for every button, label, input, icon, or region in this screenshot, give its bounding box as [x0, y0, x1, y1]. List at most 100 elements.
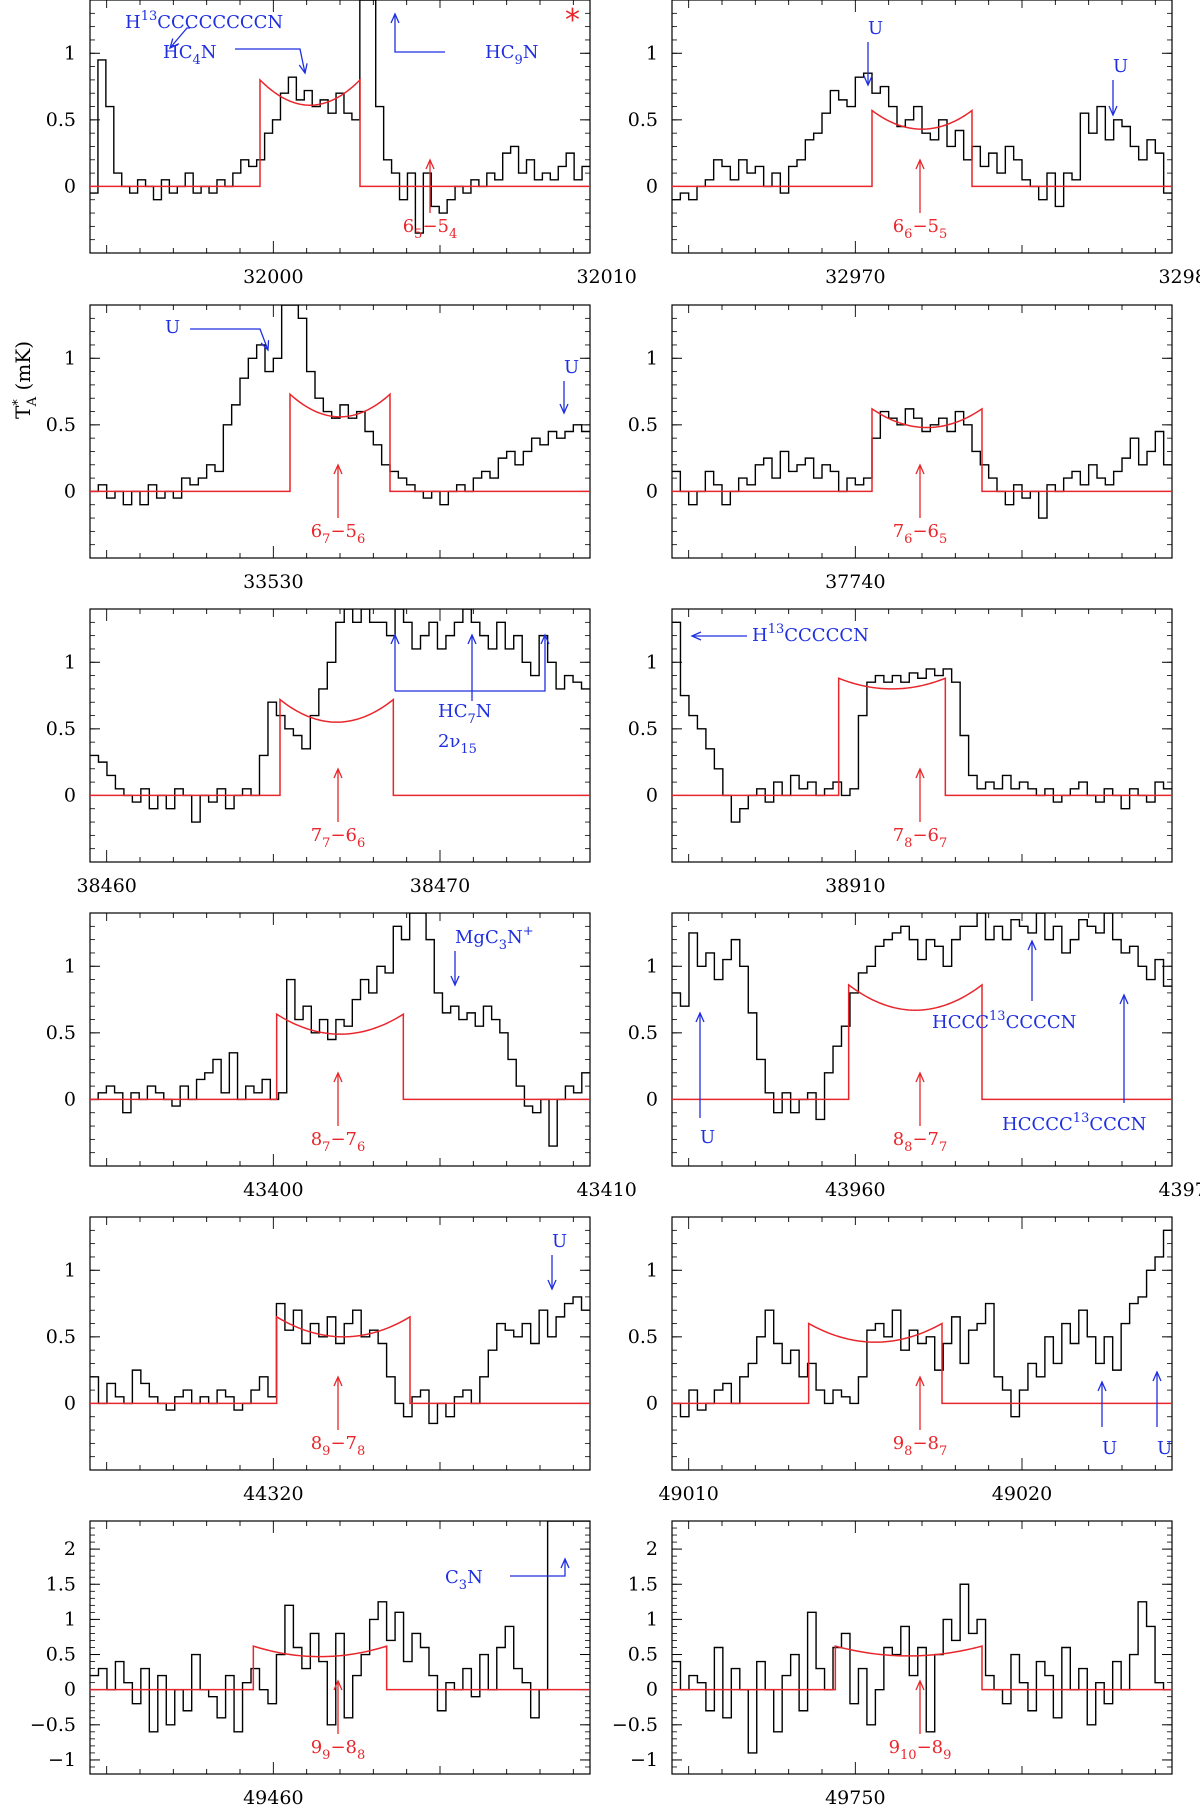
arrowhead — [547, 1279, 557, 1291]
model-fit — [90, 1012, 590, 1101]
panel-7_6-6_5: 0 0.5 1 37740 76−65 — [628, 304, 1173, 593]
observed-spectrum — [672, 1583, 1172, 1754]
plot-area — [672, 407, 1172, 519]
plot-area — [672, 1583, 1172, 1754]
y-tick-label: −1 — [630, 1749, 658, 1771]
x-tick-label: 37740 — [825, 571, 885, 593]
line-annotation: U — [552, 1231, 567, 1252]
panel-7_8-6_7: 0 0.5 1 38910 78−67 H13CCCCCN — [628, 608, 1173, 897]
line-annotation: H13CCCCCCCCN — [125, 9, 283, 33]
y-tick-label: 0 — [64, 480, 76, 502]
panel-6_5-5_4: 0 0.5 1 32000 32010 65−54 H13CCCCCCCCN HC4N HC9N… — [46, 0, 637, 288]
y-tick-label: 0.5 — [628, 1644, 658, 1666]
arrowhead — [450, 975, 460, 987]
x-tick-label: 44320 — [243, 1483, 303, 1505]
observed-spectrum — [90, 913, 590, 1147]
arrowhead — [1097, 1380, 1107, 1392]
x-tick-label: 43410 — [576, 1179, 636, 1201]
observed-spectrum — [90, 1296, 590, 1425]
y-tick-label: 1 — [646, 1608, 658, 1630]
y-tick-label: −0.5 — [612, 1714, 658, 1736]
arrowhead — [425, 158, 435, 170]
panel-9_9-8_8: −1 −0.5 0 0.5 1 1.5 2 49460 99−88 C3N — [30, 1520, 591, 1808]
line-annotation: U — [700, 1127, 715, 1148]
transition-label: 88−77 — [893, 1129, 948, 1155]
panel-8_7-7_6: 0 0.5 1 43400 43410 87−76 MgC3N+ — [46, 912, 637, 1201]
plot-area — [90, 305, 590, 506]
x-tick-label: 43970 — [1158, 1179, 1200, 1201]
hc7n-fork — [390, 633, 550, 701]
panel-6_6-5_5: 0 0.5 1 32970 32980 66−55 U U — [628, 0, 1200, 288]
arrowhead — [390, 12, 400, 24]
panel-8_9-7_8: 0 0.5 1 44320 89−78 U — [46, 1216, 591, 1505]
y-tick-label: 0 — [64, 1088, 76, 1110]
observed-spectrum — [672, 913, 1172, 1121]
y-tick-label: 0 — [64, 1392, 76, 1414]
line-annotation: HC9N — [485, 42, 539, 68]
model-fit — [90, 78, 590, 188]
panel-9_8-8_7: 0 0.5 1 49010 49020 98−87 U U — [628, 1216, 1173, 1505]
y-tick-label: 0 — [646, 784, 658, 806]
y-tick-label: 1 — [646, 1259, 658, 1281]
y-tick-label: −0.5 — [30, 1714, 76, 1736]
arrowhead — [390, 633, 400, 645]
arrowhead — [695, 1011, 705, 1023]
plot-area — [90, 609, 590, 823]
transition-label: 87−76 — [311, 1129, 366, 1155]
plot-area — [672, 621, 1172, 823]
y-tick-label: 0.5 — [46, 1326, 76, 1348]
annotation-arrow — [510, 1559, 566, 1577]
x-tick-label: 43400 — [243, 1179, 303, 1201]
arrowhead — [1027, 939, 1037, 951]
arrowhead — [915, 1375, 925, 1387]
arrowhead — [333, 1071, 343, 1083]
y-tick-label: 0 — [64, 175, 76, 197]
model-fit — [672, 109, 1172, 188]
model-fit — [672, 983, 1172, 1101]
line-annotation: U — [868, 18, 883, 39]
x-tick-label: 32010 — [576, 266, 636, 288]
observed-spectrum — [672, 72, 1172, 208]
y-tick-label: 0.5 — [46, 718, 76, 740]
plot-area — [90, 1296, 590, 1425]
panel-8_8-7_7: 0 0.5 1 43960 43970 88−77 U HCCC13CCCCN HCCCC13C… — [628, 912, 1200, 1201]
y-tick-label: 0.5 — [628, 1022, 658, 1044]
line-annotation: HCCC13CCCCN — [932, 1009, 1076, 1033]
y-tick-label: 0 — [646, 1088, 658, 1110]
observed-spectrum — [90, 305, 590, 506]
arrowhead — [540, 633, 550, 645]
model-fit — [90, 1645, 590, 1691]
y-tick-label: 0.5 — [628, 109, 658, 131]
y-tick-label: 1 — [64, 1259, 76, 1281]
annotation-arrow — [235, 48, 306, 74]
line-annotation: HC7N — [438, 701, 492, 727]
model-fit — [672, 1645, 1172, 1691]
annotation-arrow — [394, 14, 445, 53]
model-fit — [90, 1315, 590, 1405]
arrowhead — [915, 767, 925, 779]
y-tick-label: 2 — [64, 1538, 76, 1560]
line-annotation: C3N — [445, 1567, 483, 1593]
arrowhead — [915, 463, 925, 475]
y-tick-label: 0 — [64, 784, 76, 806]
model-fit — [672, 677, 1172, 797]
x-tick-label: 38470 — [410, 875, 470, 897]
y-tick-label: 0 — [646, 175, 658, 197]
y-tick-label: 1 — [646, 42, 658, 64]
x-tick-label: 49460 — [243, 1787, 303, 1808]
line-annotation: U — [564, 357, 579, 378]
observed-spectrum — [672, 1229, 1172, 1418]
transition-label: 66−55 — [893, 216, 948, 242]
model-fit — [90, 698, 590, 797]
panel-9_10-8_9: −1 −0.5 0 0.5 1 1.5 2 49750 910−89 — [612, 1520, 1173, 1808]
plot-area — [90, 0, 590, 234]
model-fit — [672, 1322, 1172, 1405]
y-tick-label: 0 — [64, 1679, 76, 1701]
y-tick-label: 1 — [646, 955, 658, 977]
arrowhead — [1152, 1370, 1162, 1382]
transition-label: 78−67 — [893, 825, 948, 851]
y-tick-label: 0.5 — [46, 1022, 76, 1044]
line-annotation: HCCCC13CCCN — [1002, 1111, 1146, 1135]
arrowhead — [260, 340, 270, 352]
observed-spectrum — [90, 0, 590, 234]
